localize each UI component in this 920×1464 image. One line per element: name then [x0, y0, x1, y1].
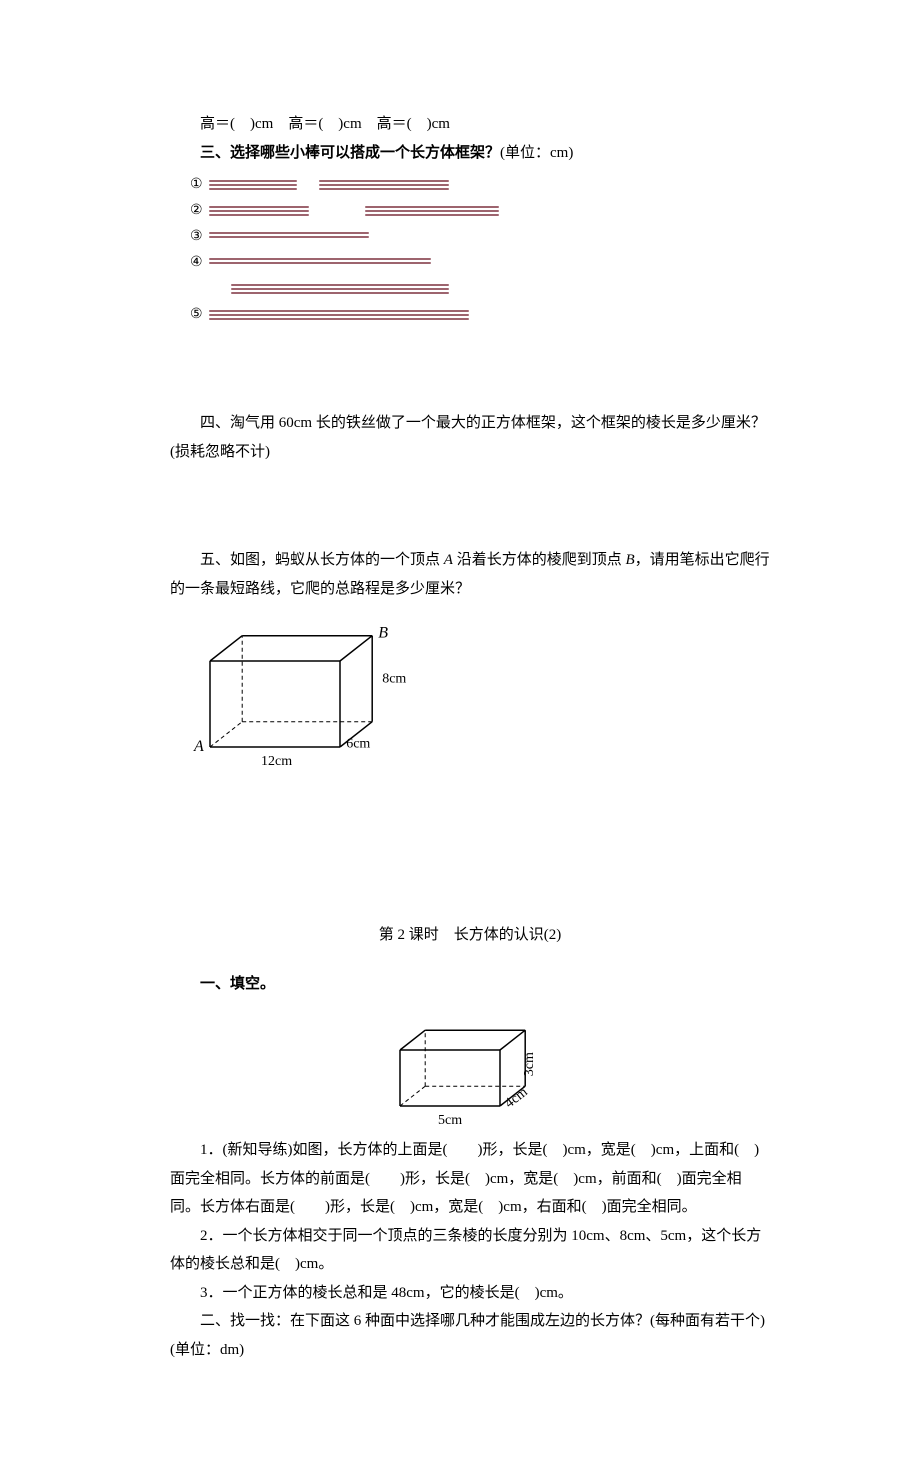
q5-B: B	[625, 552, 634, 568]
q4-text: 四、淘气用 60cm 长的铁丝做了一个最大的正方体框架，这个框架的棱长是多少厘米…	[170, 409, 770, 466]
svg-text:③: ③	[190, 229, 203, 244]
svg-text:4cm: 4cm	[502, 1085, 530, 1112]
svg-text:5cm: 5cm	[438, 1113, 462, 1126]
svg-text:3cm: 3cm	[522, 1052, 537, 1076]
q5-mid: 沿着长方体的棱爬到顶点	[453, 552, 626, 568]
lesson2-cuboid-diagram: 5cm 4cm 3cm	[370, 1006, 570, 1126]
height-fill-line: 高＝( )cm 高＝( )cm 高＝( )cm	[170, 110, 770, 139]
svg-text:④: ④	[190, 255, 203, 270]
svg-text:A: A	[193, 738, 204, 755]
lesson2-s1-title: 一、填空。	[170, 970, 770, 999]
svg-text:8cm: 8cm	[382, 672, 406, 687]
lesson2-p3: 3．一个正方体的棱长总和是 48cm，它的棱长是( )cm。	[170, 1279, 770, 1308]
svg-text:6cm: 6cm	[346, 737, 370, 752]
svg-text:⑤: ⑤	[190, 307, 203, 322]
q3-rods-diagram: ① ② ③ ④ ⑤	[188, 171, 518, 341]
q5-cuboid-diagram: A B 12cm 6cm 8cm	[188, 607, 428, 767]
svg-text:②: ②	[190, 203, 203, 218]
q3-title-line: 三、选择哪些小棒可以搭成一个长方体框架？(单位：cm)	[170, 139, 770, 168]
svg-text:B: B	[378, 625, 388, 642]
q3-title: 三、选择哪些小棒可以搭成一个长方体框架？	[200, 145, 500, 161]
lesson2-s2: 二、找一找：在下面这 6 种面中选择哪几种才能围成左边的长方体？(每种面有若干个…	[170, 1307, 770, 1364]
lesson2-p1: 1．(新知导练)如图，长方体的上面是( )形，长是( )cm，宽是( )cm，上…	[170, 1136, 770, 1222]
lesson2-p2: 2．一个长方体相交于同一个顶点的三条棱的长度分别为 10cm、8cm、5cm，这…	[170, 1222, 770, 1279]
q5-pre: 五、如图，蚂蚁从长方体的一个顶点	[200, 552, 444, 568]
q3-unit: (单位：cm)	[500, 145, 573, 161]
svg-text:12cm: 12cm	[261, 754, 292, 767]
q5-text: 五、如图，蚂蚁从长方体的一个顶点 A 沿着长方体的棱爬到顶点 B，请用笔标出它爬…	[170, 546, 770, 603]
q5-A: A	[444, 552, 453, 568]
lesson2-title: 第 2 课时 长方体的认识(2)	[170, 921, 770, 950]
svg-text:①: ①	[190, 177, 203, 192]
